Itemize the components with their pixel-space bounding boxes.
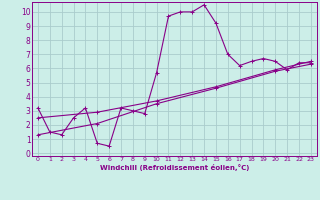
X-axis label: Windchill (Refroidissement éolien,°C): Windchill (Refroidissement éolien,°C) xyxy=(100,164,249,171)
